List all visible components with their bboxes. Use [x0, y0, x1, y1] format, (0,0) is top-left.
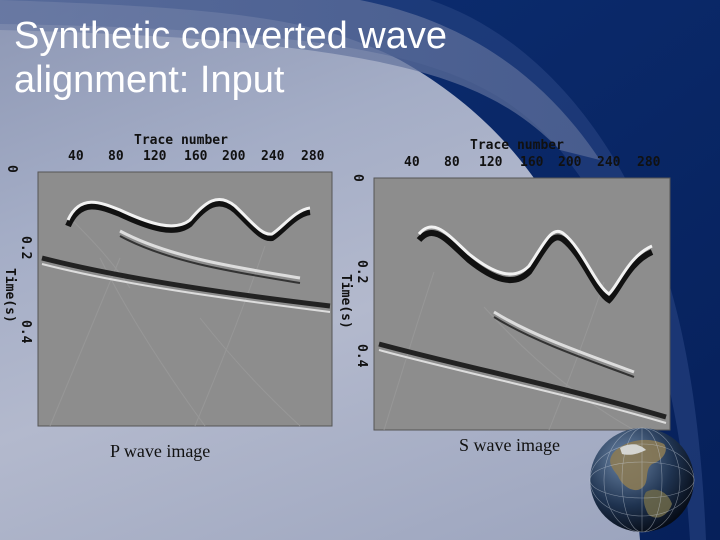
s-wave-diffractions	[383, 271, 635, 431]
title-line-1: Synthetic converted wave	[14, 15, 448, 57]
s-x-tick: 280	[637, 155, 661, 170]
s-wave-caption: S wave image	[459, 435, 560, 455]
s-wave-seismic-panel: Trace number 40 80 120 160 200 240 280 0…	[338, 138, 671, 431]
p-x-tick: 280	[301, 149, 325, 164]
p-x-tick: 240	[261, 149, 285, 164]
p-y-tick: 0.2	[18, 236, 33, 259]
p-x-axis-title: Trace number	[134, 133, 228, 148]
s-x-axis-title: Trace number	[470, 138, 564, 153]
p-wave-events	[41, 198, 331, 313]
s-y-ticks: 0 0.2 0.4	[350, 174, 369, 368]
s-y-axis-title: Time(s)	[338, 274, 353, 329]
s-y-tick: 0.4	[354, 344, 369, 368]
p-wave-caption: P wave image	[110, 441, 211, 461]
s-wave-plot-area	[373, 177, 671, 431]
s-x-tick: 80	[444, 155, 460, 170]
slide-title: Synthetic converted wave alignment: Inpu…	[14, 14, 574, 102]
p-x-tick: 200	[222, 149, 246, 164]
s-x-tick: 160	[520, 155, 544, 170]
s-y-tick: 0.2	[354, 260, 369, 283]
p-x-tick: 80	[108, 149, 124, 164]
s-x-tick: 200	[558, 155, 582, 170]
p-wave-seismic-panel: Trace number 40 80 120 160 200 240 280 0…	[2, 133, 333, 427]
p-x-ticks: 40 80 120 160 200 240 280	[68, 149, 325, 164]
earth-globe-icon	[589, 427, 695, 533]
p-x-tick: 40	[68, 149, 84, 164]
s-wave-events	[378, 225, 667, 424]
s-x-ticks: 40 80 120 160 200 240 280	[404, 155, 661, 170]
p-y-tick: 0.4	[18, 320, 33, 344]
title-line-2: alignment: Input	[14, 59, 285, 101]
p-x-tick: 160	[184, 149, 208, 164]
p-y-tick: 0	[4, 165, 19, 173]
s-x-tick: 40	[404, 155, 420, 170]
p-y-ticks: 0 0.2 0.4	[4, 165, 33, 344]
p-x-tick: 120	[143, 149, 167, 164]
s-x-tick: 120	[479, 155, 503, 170]
s-y-tick: 0	[350, 174, 365, 182]
s-x-tick: 240	[597, 155, 621, 170]
p-y-axis-title: Time(s)	[2, 268, 17, 323]
